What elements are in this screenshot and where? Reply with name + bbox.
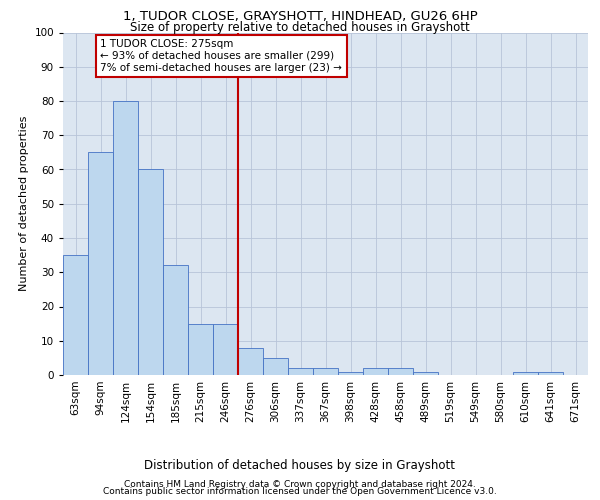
- Bar: [513, 372, 538, 375]
- Bar: [163, 266, 188, 375]
- Bar: [338, 372, 363, 375]
- Bar: [88, 152, 113, 375]
- Bar: [138, 170, 163, 375]
- Bar: [263, 358, 288, 375]
- Bar: [63, 255, 88, 375]
- Text: Distribution of detached houses by size in Grayshott: Distribution of detached houses by size …: [145, 460, 455, 472]
- Bar: [313, 368, 338, 375]
- Text: Size of property relative to detached houses in Grayshott: Size of property relative to detached ho…: [130, 22, 470, 35]
- Text: Contains public sector information licensed under the Open Government Licence v3: Contains public sector information licen…: [103, 487, 497, 496]
- Bar: [188, 324, 213, 375]
- Y-axis label: Number of detached properties: Number of detached properties: [19, 116, 29, 292]
- Text: 1, TUDOR CLOSE, GRAYSHOTT, HINDHEAD, GU26 6HP: 1, TUDOR CLOSE, GRAYSHOTT, HINDHEAD, GU2…: [122, 10, 478, 23]
- Bar: [413, 372, 438, 375]
- Bar: [113, 101, 138, 375]
- Text: 1 TUDOR CLOSE: 275sqm
← 93% of detached houses are smaller (299)
7% of semi-deta: 1 TUDOR CLOSE: 275sqm ← 93% of detached …: [101, 40, 343, 72]
- Bar: [288, 368, 313, 375]
- Bar: [538, 372, 563, 375]
- Bar: [388, 368, 413, 375]
- Bar: [238, 348, 263, 375]
- Bar: [363, 368, 388, 375]
- Text: Contains HM Land Registry data © Crown copyright and database right 2024.: Contains HM Land Registry data © Crown c…: [124, 480, 476, 489]
- Bar: [213, 324, 238, 375]
